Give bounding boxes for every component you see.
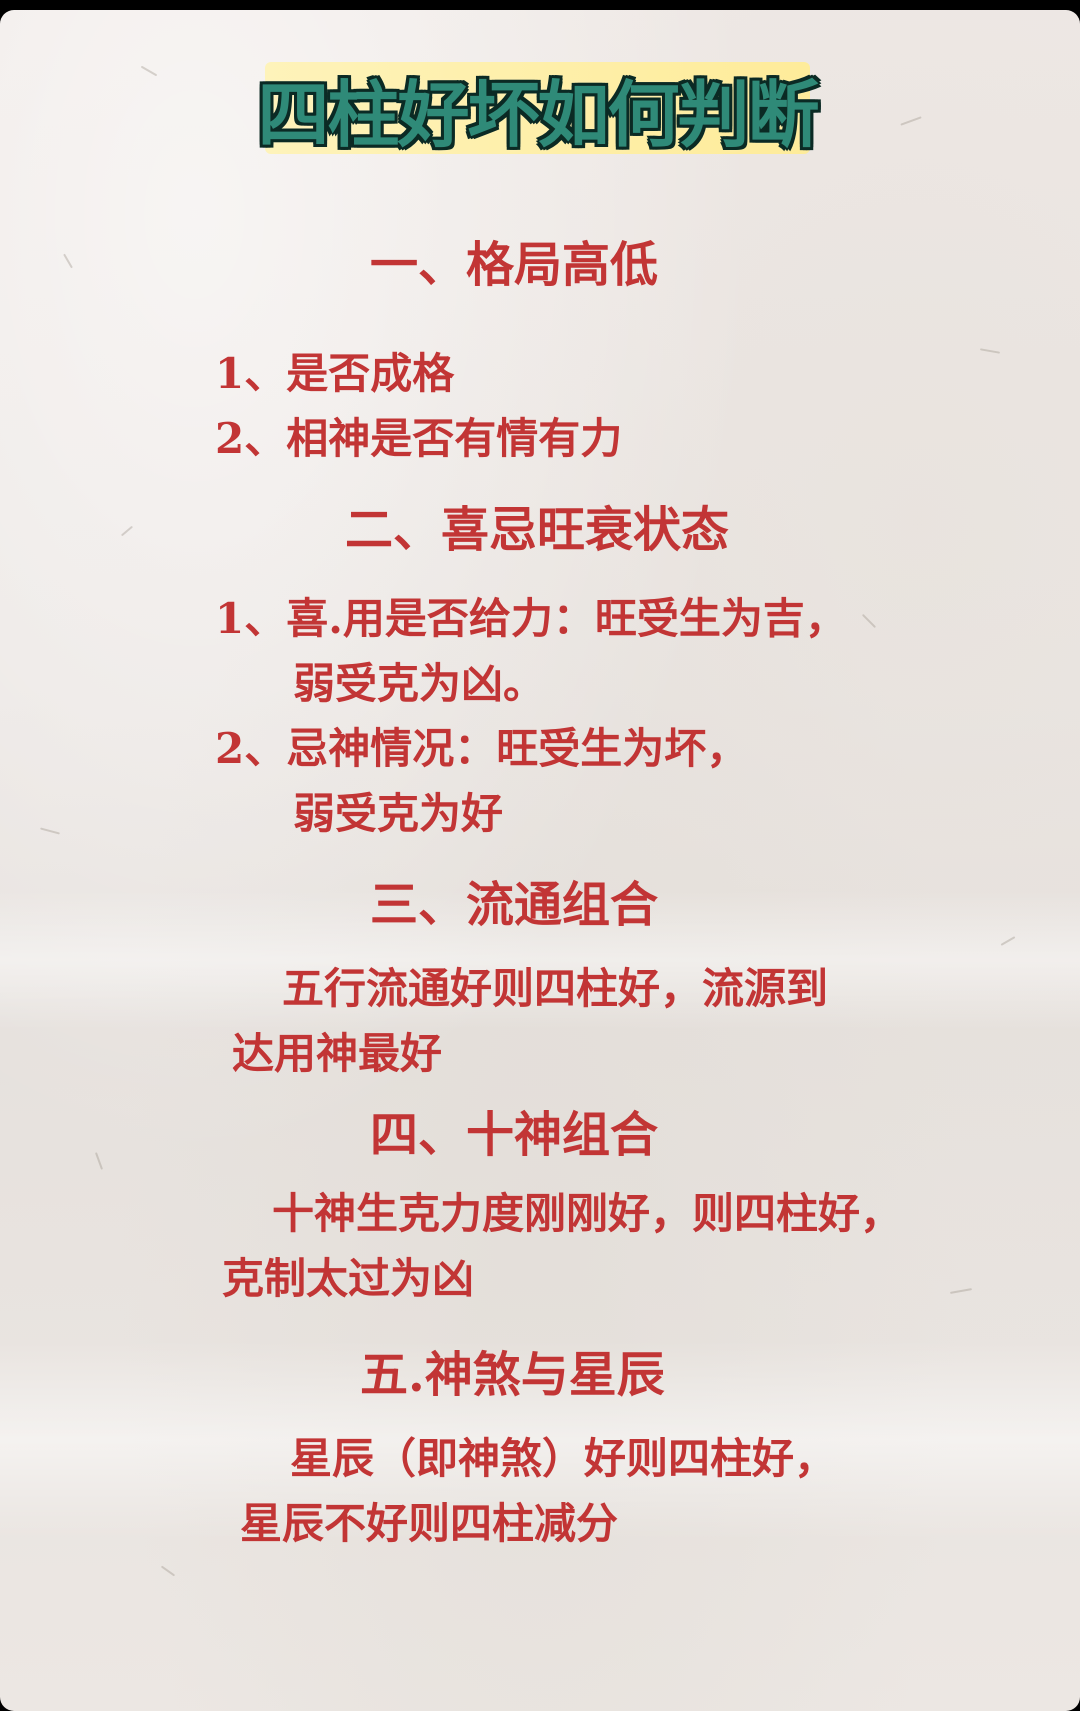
section-2-line-4: 弱受克为好 xyxy=(293,789,504,838)
section-2-line-1: 1、喜.用是否给力：旺受生为吉， xyxy=(215,594,847,643)
section-heading-3: 三、流通组合 xyxy=(370,877,659,933)
section-heading-1: 一、格局高低 xyxy=(370,237,659,293)
section-5-line-2: 星辰不好则四柱减分 xyxy=(240,1499,619,1548)
page-title: 四柱好坏如何判断 xyxy=(257,72,820,157)
section-1-line-2: 2、相神是否有情有力 xyxy=(215,414,623,463)
paper-fiber xyxy=(160,1565,176,1577)
paper-fiber xyxy=(63,253,73,269)
paper-background xyxy=(0,10,1080,1711)
paper-fiber xyxy=(94,1152,104,1170)
section-4-line-2: 克制太过为凶 xyxy=(222,1254,475,1303)
section-3-line-1: 五行流通好则四柱好，流源到 xyxy=(282,964,829,1013)
section-heading-2: 二、喜忌旺衰状态 xyxy=(345,502,730,558)
section-2-line-3: 2、忌神情况：旺受生为坏， xyxy=(215,724,749,773)
paper-fiber xyxy=(979,348,1001,354)
paper-fiber xyxy=(120,525,134,537)
title-banner: 四柱好坏如何判断 xyxy=(258,62,820,157)
paper-fiber xyxy=(949,1288,973,1294)
section-heading-5: 五.神煞与星辰 xyxy=(360,1347,665,1403)
section-2-line-2: 弱受克为凶。 xyxy=(293,659,546,708)
section-4-line-1: 十神生克力度刚刚好，则四柱好， xyxy=(272,1189,903,1238)
section-heading-4: 四、十神组合 xyxy=(370,1107,659,1163)
paper-fiber xyxy=(1000,936,1016,946)
paper-fiber xyxy=(40,827,60,835)
paper-fiber xyxy=(140,65,158,77)
section-1-line-1: 1、是否成格 xyxy=(215,349,455,398)
paper-fiber xyxy=(900,116,922,126)
section-3-line-2: 达用神最好 xyxy=(232,1029,443,1078)
paper-fiber xyxy=(861,613,877,629)
section-5-line-1: 星辰（即神煞）好则四柱好， xyxy=(290,1434,837,1483)
